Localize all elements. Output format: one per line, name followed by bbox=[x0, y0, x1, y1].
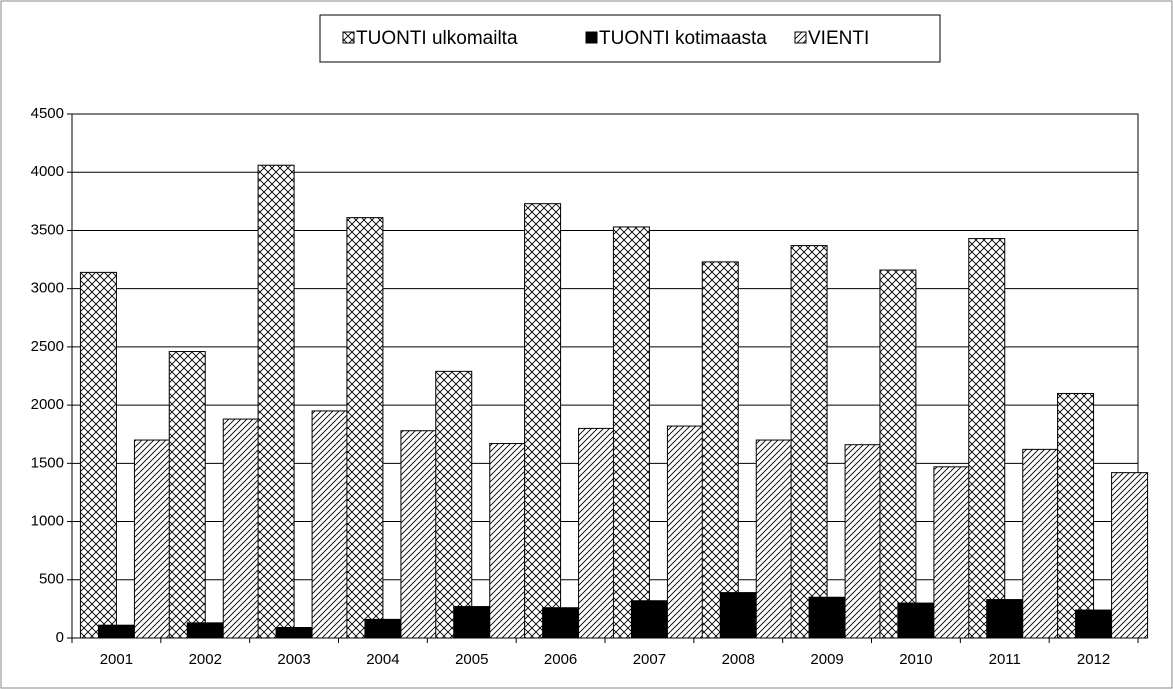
bar bbox=[186, 622, 224, 639]
y-tick-label: 3000 bbox=[31, 280, 64, 297]
y-tick-label: 500 bbox=[39, 571, 64, 588]
legend-swatch bbox=[585, 31, 598, 44]
bar bbox=[400, 430, 438, 639]
x-tick-label: 2009 bbox=[810, 651, 843, 668]
bar bbox=[346, 217, 384, 639]
x-tick-label: 2010 bbox=[899, 651, 932, 668]
x-tick-label: 2006 bbox=[544, 651, 577, 668]
x-tick-label: 2003 bbox=[277, 651, 310, 668]
legend-text: TUONTI kotimaasta bbox=[599, 28, 767, 49]
bar bbox=[364, 618, 402, 639]
bar bbox=[435, 370, 473, 639]
legend-text: VIENTI bbox=[808, 28, 869, 49]
bar bbox=[133, 439, 171, 639]
bar bbox=[986, 599, 1024, 639]
y-tick-label: 0 bbox=[56, 629, 64, 646]
bar bbox=[168, 351, 206, 639]
bar bbox=[612, 226, 650, 639]
x-tick-label: 2012 bbox=[1077, 651, 1110, 668]
y-tick-label: 4000 bbox=[31, 163, 64, 180]
legend-box bbox=[319, 14, 941, 63]
y-tick-label: 1000 bbox=[31, 513, 64, 530]
bar bbox=[311, 410, 349, 639]
x-tick-label: 2005 bbox=[455, 651, 488, 668]
x-tick-label: 2011 bbox=[989, 651, 1021, 668]
bar bbox=[933, 466, 971, 639]
bar bbox=[790, 245, 828, 639]
legend-swatch bbox=[794, 31, 807, 44]
y-tick-label: 4500 bbox=[31, 105, 64, 122]
bar bbox=[578, 427, 616, 639]
bar bbox=[275, 627, 313, 639]
bar bbox=[542, 607, 580, 639]
bar bbox=[844, 444, 882, 639]
bar bbox=[968, 238, 1006, 639]
legend-swatch bbox=[342, 31, 355, 44]
bar bbox=[453, 606, 491, 639]
bar bbox=[1022, 448, 1060, 639]
bar bbox=[755, 439, 793, 639]
x-tick-label: 2002 bbox=[189, 651, 222, 668]
bar bbox=[719, 592, 757, 639]
legend-text: TUONTI ulkomailta bbox=[356, 28, 518, 49]
x-tick-label: 2007 bbox=[633, 651, 666, 668]
y-tick-label: 2000 bbox=[31, 396, 64, 413]
bar bbox=[808, 596, 846, 639]
bar bbox=[1111, 472, 1149, 639]
x-tick-label: 2008 bbox=[722, 651, 755, 668]
bar bbox=[222, 418, 260, 639]
bar bbox=[1075, 609, 1113, 639]
bar bbox=[524, 203, 562, 639]
bar bbox=[489, 443, 527, 639]
x-tick-label: 2001 bbox=[100, 651, 133, 668]
bar bbox=[257, 164, 295, 639]
bar bbox=[666, 425, 704, 639]
y-tick-label: 2500 bbox=[31, 338, 64, 355]
x-tick-label: 2004 bbox=[366, 651, 399, 668]
bar bbox=[630, 600, 668, 639]
bar bbox=[701, 261, 739, 639]
y-tick-label: 1500 bbox=[31, 454, 64, 471]
y-tick-label: 3500 bbox=[31, 221, 64, 238]
bar bbox=[79, 271, 117, 639]
bar bbox=[97, 624, 135, 639]
bar bbox=[879, 269, 917, 639]
bar bbox=[897, 602, 935, 639]
bar bbox=[1057, 392, 1095, 639]
